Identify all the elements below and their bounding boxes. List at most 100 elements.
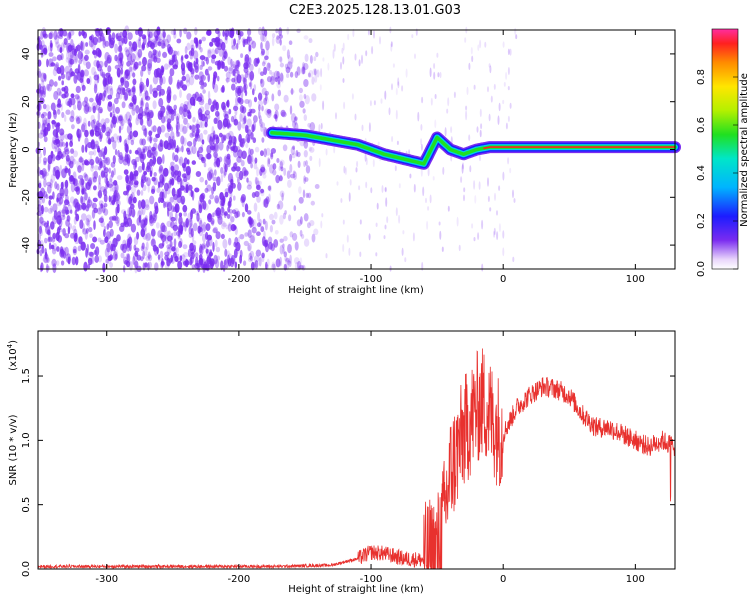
spectrogram-noise-cell bbox=[52, 154, 56, 162]
spectrogram-noise-cell bbox=[111, 215, 117, 221]
spectrogram-noise-cell bbox=[75, 46, 78, 53]
spectrogram-noise-cell bbox=[99, 108, 103, 114]
spectrogram-noise-cell bbox=[263, 148, 268, 158]
spectrogram-noise-cell bbox=[207, 66, 213, 71]
spectrogram-noise-cell bbox=[261, 87, 267, 96]
spectrogram-noise-cell bbox=[116, 67, 121, 78]
spectrogram-noise-cell bbox=[151, 228, 156, 237]
spectrogram-noise-cell bbox=[39, 152, 42, 158]
spectrogram-noise-cell bbox=[189, 242, 195, 252]
spectrogram-noise-cell bbox=[259, 168, 263, 176]
spectrogram-noise-cell bbox=[298, 196, 304, 204]
spectrogram-noise-cell bbox=[75, 256, 79, 266]
spectrogram-noise-cell bbox=[170, 254, 174, 263]
spectrogram-noise-cell bbox=[60, 214, 66, 221]
spectrogram-noise-cell bbox=[42, 116, 47, 126]
spectrogram-noise-cell bbox=[302, 108, 306, 114]
spectrogram-noise-cell bbox=[137, 48, 143, 58]
spectrogram-noise-cell bbox=[49, 31, 54, 40]
snr-x-tick-label: 100 bbox=[626, 574, 645, 585]
spectrogram-noise-cell bbox=[169, 126, 174, 132]
spectrogram-noise-cell bbox=[308, 146, 312, 152]
spectrogram-noise-cell bbox=[282, 212, 286, 220]
spectrogram-noise-cell bbox=[127, 157, 131, 167]
spectrogram-noise-cell bbox=[190, 228, 194, 238]
spectrogram-noise-cell bbox=[210, 104, 215, 112]
spectrogram-noise-cell bbox=[245, 142, 249, 149]
spectrogram-noise-cell bbox=[65, 57, 70, 63]
spectrogram-noise-cell bbox=[132, 208, 136, 218]
spectrogram-noise-cell bbox=[95, 246, 100, 256]
spectrogram-noise-cell bbox=[487, 177, 489, 187]
spectrogram-noise-cell bbox=[373, 29, 375, 39]
spectrogram-noise-cell bbox=[145, 256, 150, 262]
spectrogram-noise-cell bbox=[166, 110, 169, 116]
spectrogram-noise-cell bbox=[115, 33, 119, 40]
spectrogram-noise-cell bbox=[266, 157, 271, 168]
spectrogram-noise-cell bbox=[165, 114, 171, 120]
spectrogram-noise-cell bbox=[160, 235, 166, 241]
spectrogram-noise-cell bbox=[476, 126, 479, 133]
spectrogram-noise-cell bbox=[67, 76, 71, 81]
spectrogram-noise-cell bbox=[198, 40, 202, 50]
spectrogram-noise-cell bbox=[160, 66, 165, 73]
spectrogram-noise-cell bbox=[318, 157, 321, 168]
spectrogram-noise-cell bbox=[381, 185, 384, 193]
spectrogram-noise-cell bbox=[243, 240, 249, 247]
spectrogram-noise-cell bbox=[421, 96, 424, 104]
spectrogram-noise-cell bbox=[93, 165, 99, 171]
spectrogram-noise-cell bbox=[162, 51, 168, 59]
spectrogram-noise-cell bbox=[373, 100, 376, 106]
spectrogram-noise-cell bbox=[342, 243, 345, 253]
spectrogram-noise-cell bbox=[157, 142, 164, 152]
spectrogram-noise-cell bbox=[140, 190, 144, 196]
spectrogram-noise-cell bbox=[231, 77, 236, 83]
spectrogram-noise-cell bbox=[175, 247, 179, 254]
spectrogram-noise-cell bbox=[380, 98, 383, 104]
spectrogram-noise-cell bbox=[90, 243, 96, 250]
spectrogram-noise-cell bbox=[156, 57, 161, 63]
spectrogram-noise-cell bbox=[61, 87, 66, 92]
spectrogram-noise-cell bbox=[199, 75, 203, 83]
spectrogram-noise-cell bbox=[50, 42, 53, 52]
spectrogram-noise-cell bbox=[204, 259, 209, 268]
spectrogram-noise-cell bbox=[91, 256, 95, 265]
spectrogram-noise-cell bbox=[57, 109, 61, 115]
spectrogram-noise-cell bbox=[391, 83, 393, 91]
spectrogram-noise-cell bbox=[211, 101, 218, 106]
spectrogram-noise-cell bbox=[395, 109, 398, 120]
spectrogram-noise-cell bbox=[37, 199, 41, 207]
spectrogram-noise-cell bbox=[65, 109, 71, 115]
spectrogram-noise-cell bbox=[202, 221, 207, 232]
spectrogram-noise-cell bbox=[224, 248, 228, 257]
spectrogram-noise-cell bbox=[66, 45, 70, 54]
spectrogram-noise-cell bbox=[129, 102, 134, 107]
spectrogram-noise-cell bbox=[109, 87, 114, 97]
spectrogram-noise-cell bbox=[289, 89, 295, 94]
spectrogram-noise-cell bbox=[89, 97, 94, 103]
spectrogram-noise-cell bbox=[109, 174, 113, 183]
spectrogram-noise-cell bbox=[176, 174, 181, 185]
spectrogram-noise-cell bbox=[73, 74, 78, 84]
spectrogram-noise-cell bbox=[402, 230, 405, 235]
spectrogram-noise-cell bbox=[217, 119, 223, 130]
spectrogram-noise-cell bbox=[207, 167, 213, 173]
spectrogram-noise-cell bbox=[176, 124, 179, 134]
spectrogram-noise-cell bbox=[375, 252, 378, 257]
spectrogram-noise-cell bbox=[201, 258, 206, 268]
spectrogram-noise-cell bbox=[275, 36, 281, 44]
spectrogram-noise-cell bbox=[222, 55, 226, 61]
spectrogram-noise-cell bbox=[301, 66, 305, 75]
spectrogram-noise-cell bbox=[193, 98, 196, 107]
spectrogram-noise-cell bbox=[47, 160, 51, 171]
spectrogram-noise-cell bbox=[164, 235, 169, 244]
spectrogram-noise-cell bbox=[213, 134, 219, 140]
spectrogram-noise-cell bbox=[220, 207, 225, 216]
spectrogram-noise-cell bbox=[117, 84, 123, 91]
spectrogram-noise-cell bbox=[166, 187, 171, 195]
spectrogram-noise-cell bbox=[442, 166, 445, 175]
spectrogram-noise-cell bbox=[233, 241, 237, 248]
spectrogram-noise-cell bbox=[99, 34, 104, 42]
spectrogram-noise-cell bbox=[142, 222, 147, 228]
spectrogram-noise-cell bbox=[286, 26, 290, 35]
